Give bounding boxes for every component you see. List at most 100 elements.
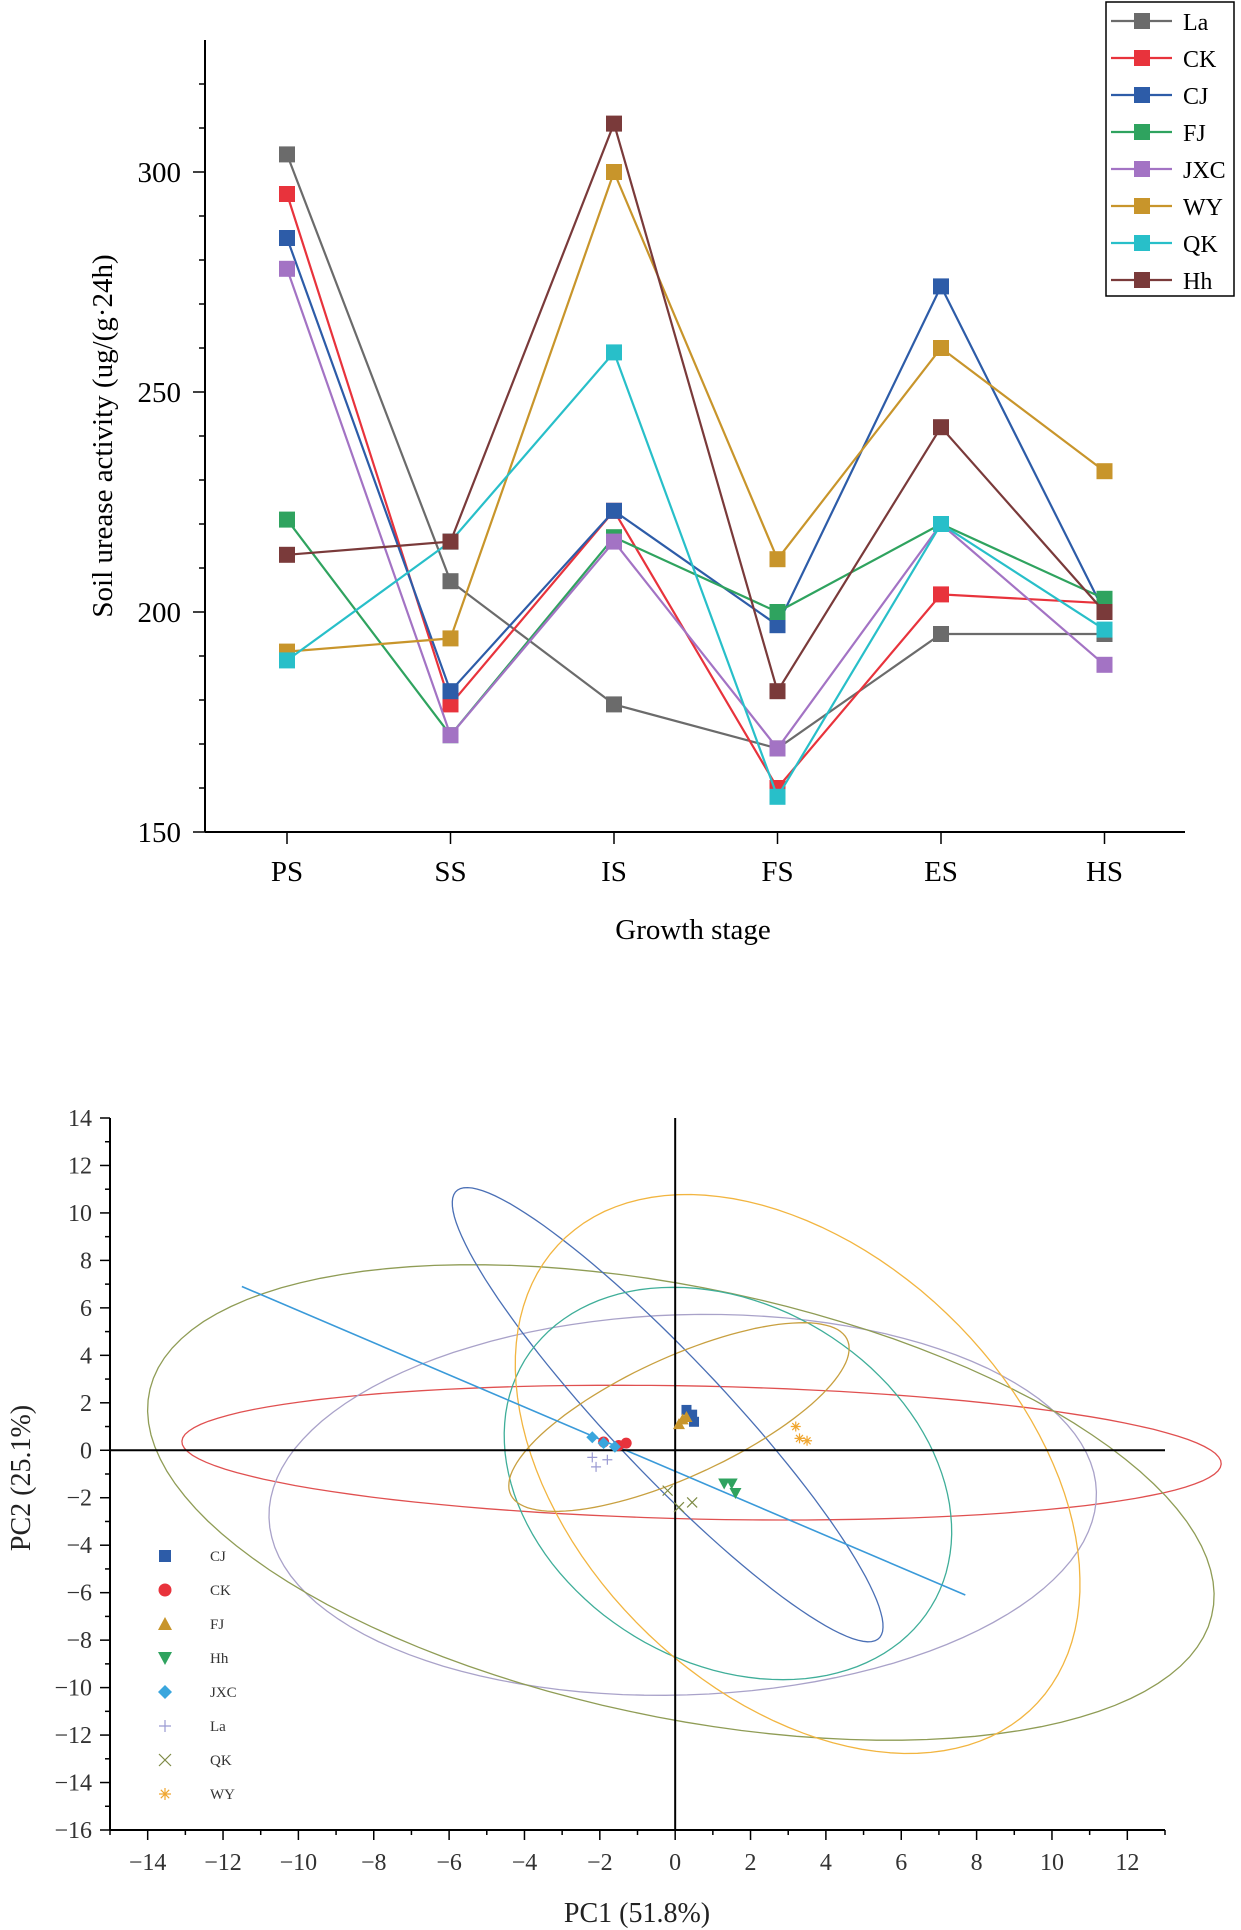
line-chart-y-axis-title: Soil urease activity (ug/(g·24h) — [87, 254, 119, 617]
data-point-ck — [933, 586, 949, 603]
pca-legend-item-cj: CJ — [159, 1549, 226, 1565]
pca-point-la — [587, 1452, 598, 1463]
confidence-ellipse-hh — [503, 1286, 953, 1681]
pca-legend-label: Hh — [210, 1651, 229, 1667]
series-line-ck — [285, 193, 1105, 790]
pca-y-tick-label: 12 — [68, 1153, 92, 1179]
pca-x-tick-label: −10 — [280, 1850, 318, 1876]
pca-point-qk — [662, 1485, 674, 1497]
legend-label: JXC — [1183, 158, 1226, 184]
pca-legend-label: WY — [210, 1787, 235, 1803]
pca-series-jxc — [586, 1431, 621, 1453]
data-point-fj — [279, 511, 295, 528]
legend-marker — [1134, 87, 1150, 103]
pca-y-tick-label: −16 — [54, 1818, 92, 1844]
pca-point-hh — [725, 1478, 738, 1490]
pca-point-wy — [794, 1433, 805, 1444]
pca-series-wy — [790, 1421, 813, 1446]
data-point-fj — [769, 604, 786, 620]
pca-ellipses — [146, 1186, 1222, 1755]
pca-legend-item-wy: WY — [159, 1787, 235, 1803]
pca-legend-label: La — [210, 1719, 226, 1735]
pca-legend-marker — [158, 1617, 172, 1630]
data-point-qk — [769, 788, 786, 805]
confidence-ellipse-la — [268, 1313, 1098, 1696]
pca-y-axis-title: PC2 (25.1%) — [6, 1405, 37, 1551]
line-chart-x-axis-title: Growth stage — [615, 914, 770, 946]
confidence-ellipse-qk — [146, 1264, 1215, 1741]
series-la — [279, 146, 1113, 757]
data-point-la — [606, 696, 622, 713]
confidence-ellipse-fj — [508, 1322, 850, 1513]
pca-point-fj — [680, 1411, 693, 1423]
pca-legend-item-ck: CK — [158, 1583, 231, 1599]
x-tick-label-is: IS — [601, 856, 627, 888]
legend-marker — [1134, 124, 1150, 140]
series-wy — [279, 164, 1113, 660]
data-point-wy — [606, 164, 622, 180]
data-point-hh — [933, 419, 949, 436]
pca-y-tick-label: −12 — [54, 1723, 92, 1749]
data-point-hh — [606, 115, 622, 132]
pca-x-tick-label: −4 — [512, 1850, 538, 1876]
pca-point-la — [602, 1454, 613, 1465]
data-point-la — [442, 573, 459, 590]
pca-x-tick-label: 4 — [820, 1850, 832, 1876]
pca-legend-marker — [158, 1685, 172, 1699]
pca-point-cj — [689, 1416, 700, 1427]
data-point-wy — [1096, 463, 1113, 480]
legend-label: Hh — [1183, 269, 1212, 295]
pca-x-tick-label: −14 — [129, 1850, 167, 1876]
data-point-jxc — [442, 727, 459, 744]
data-point-qk — [279, 652, 295, 669]
series-line-jxc — [285, 268, 1106, 751]
data-point-cj — [279, 230, 295, 246]
legend-label: CJ — [1183, 84, 1208, 110]
pca-legend-label: CK — [210, 1583, 231, 1599]
legend-item-ck: CK — [1111, 47, 1217, 73]
data-point-jxc — [279, 260, 295, 277]
pca-point-hh — [718, 1478, 731, 1490]
y-tick-label: 200 — [138, 597, 182, 629]
data-point-la — [279, 146, 295, 163]
y-tick-label: 150 — [138, 817, 182, 849]
x-tick-label-ps: PS — [271, 856, 303, 888]
pca-y-tick-label: −14 — [54, 1771, 92, 1797]
pca-point-la — [591, 1461, 602, 1472]
pca-y-tick-label: 0 — [80, 1438, 92, 1464]
data-point-cj — [769, 617, 786, 634]
line-chart-legend: La CK CJ FJ JXC WY QK Hh — [1105, 1, 1235, 297]
data-point-jxc — [769, 740, 786, 757]
pca-point-qk — [673, 1501, 685, 1513]
pca-point-wy — [802, 1435, 813, 1446]
pca-x-tick-label: 6 — [895, 1850, 907, 1876]
data-point-ck — [442, 696, 459, 713]
x-tick-label-fs: FS — [761, 856, 793, 888]
pca-point-wy — [790, 1421, 801, 1432]
pca-x-tick-label: 12 — [1115, 1850, 1139, 1876]
pca-x-tick-label: 2 — [745, 1850, 757, 1876]
pca-x-tick-label: −6 — [436, 1850, 462, 1876]
pca-point-qk — [686, 1497, 698, 1508]
pca-y-tick-label: 2 — [80, 1391, 92, 1417]
pca-point-jxc — [597, 1437, 610, 1450]
legend-item-fj: FJ — [1111, 121, 1206, 147]
pca-x-tick-label: −12 — [204, 1850, 242, 1876]
data-point-jxc — [606, 533, 622, 550]
y-tick-label: 300 — [138, 157, 182, 189]
urease-line-chart: 150 200 250 300 PS SS IS FS ES HS Growth stage S… — [87, 1, 1235, 946]
data-point-jxc — [1096, 656, 1113, 673]
series-hh — [279, 115, 1113, 700]
pca-y-tick-label: 4 — [80, 1343, 92, 1369]
line-chart-series — [279, 115, 1113, 805]
pca-legend-item-jxc: JXC — [158, 1685, 237, 1701]
pca-y-tick-label: 10 — [68, 1201, 92, 1227]
data-point-fj — [1096, 590, 1113, 607]
legend-label: WY — [1183, 195, 1223, 221]
legend-marker — [1134, 13, 1150, 29]
pca-x-tick-label: 0 — [669, 1850, 681, 1876]
line-chart-x-ticks: PS SS IS FS ES HS — [271, 832, 1123, 888]
y-tick-label: 250 — [138, 377, 182, 409]
pca-y-tick-label: 14 — [68, 1106, 92, 1132]
